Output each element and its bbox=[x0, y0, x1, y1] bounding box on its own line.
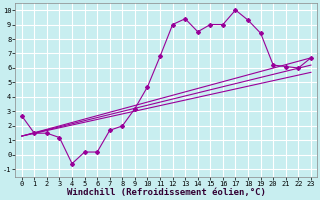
X-axis label: Windchill (Refroidissement éolien,°C): Windchill (Refroidissement éolien,°C) bbox=[67, 188, 266, 197]
